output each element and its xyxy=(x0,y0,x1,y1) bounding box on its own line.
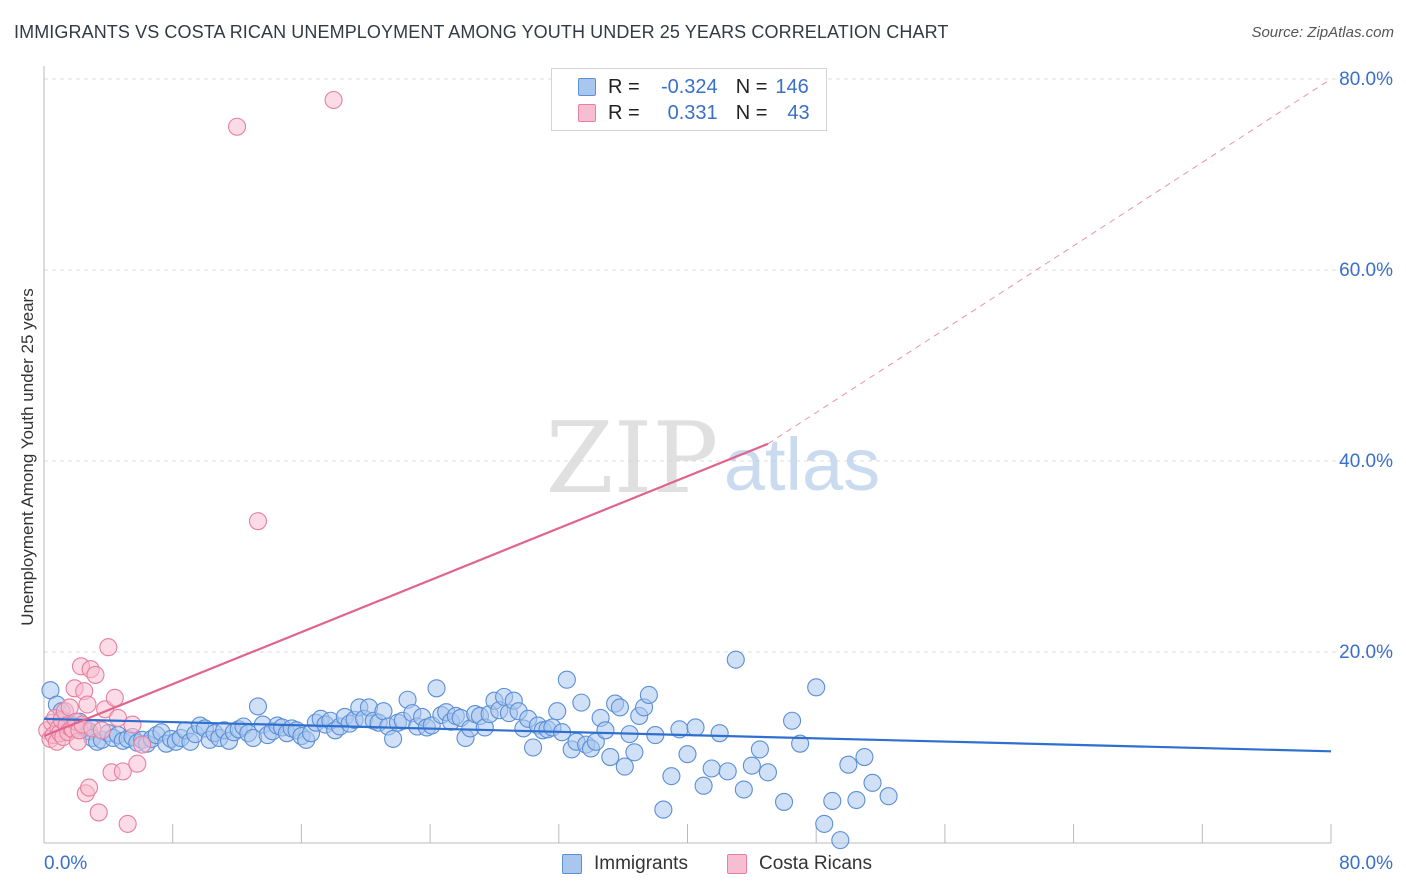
immigrants-point xyxy=(662,767,681,786)
costa-ricans-point xyxy=(128,754,147,773)
costa-ricans-point xyxy=(324,90,343,110)
immigrants-point xyxy=(750,740,769,759)
costa-ricans-point xyxy=(78,695,97,714)
immigrants-point xyxy=(863,773,882,792)
immigrants-point xyxy=(742,756,761,775)
immigrants-point xyxy=(823,791,842,811)
immigrants-point xyxy=(839,755,858,774)
legend-row-costa-ricans: R = 0.331 N = 43 xyxy=(578,100,810,126)
legend-r-value: 0.331 xyxy=(667,101,718,124)
immigrants-point xyxy=(694,776,713,795)
costa-ricans-point xyxy=(123,715,142,734)
watermark-atlas: atlas xyxy=(724,423,880,506)
costa-ricans-point xyxy=(92,721,111,740)
costa-ricans-point xyxy=(105,688,124,707)
immigrants-point xyxy=(807,678,826,697)
y-tick-label: 40.0% xyxy=(1339,451,1393,472)
chart-source: Source: ZipAtlas.com xyxy=(1251,24,1394,41)
immigrants-point xyxy=(831,831,850,850)
immigrants-point xyxy=(374,702,393,721)
immigrants-point xyxy=(718,762,737,781)
immigrants-point xyxy=(710,724,729,743)
immigrants-point xyxy=(427,679,446,698)
immigrants-point xyxy=(524,738,543,757)
immigrants-point xyxy=(596,721,615,740)
immigrants-point xyxy=(847,790,866,810)
immigrants-point xyxy=(678,745,697,764)
immigrants-point xyxy=(774,792,794,811)
legend-r-label: R = xyxy=(608,75,640,98)
tick-labels: 20.0% 40.0% 60.0% 80.0% 0.0% 80.0% xyxy=(44,69,1393,874)
immigrants-point xyxy=(615,757,634,776)
immigrants-point xyxy=(548,702,567,721)
legend-n-label: N = xyxy=(735,75,768,98)
immigrants-point xyxy=(686,718,705,737)
immigrants-point xyxy=(654,800,673,819)
immigrants-point xyxy=(610,698,629,717)
immigrants-point xyxy=(758,763,777,782)
immigrants-trend-line xyxy=(43,717,1332,753)
legend-swatch-immigrants xyxy=(578,78,596,96)
costa-ricans-point xyxy=(133,735,152,754)
bottom-legend-label-immigrants: Immigrants xyxy=(594,853,688,874)
costa-ricans-point xyxy=(99,638,118,657)
legend-row-immigrants: R = -0.324 N = 146 xyxy=(578,74,809,100)
bottom-legend-label-costa-ricans: Costa Ricans xyxy=(759,853,872,874)
x-tick-label: 0.0% xyxy=(44,853,87,874)
immigrants-point xyxy=(248,697,268,716)
legend-r-value: -0.324 xyxy=(660,75,718,98)
costa-ricans-point xyxy=(248,512,268,531)
immigrants-point xyxy=(734,780,753,799)
immigrants-point xyxy=(791,734,810,753)
watermark-zip: ZIP xyxy=(546,402,719,516)
bottom-legend-swatch-costa-ricans xyxy=(727,854,747,874)
grid-lines xyxy=(44,78,1392,653)
watermark: ZIP atlas xyxy=(546,402,881,516)
trend-lines xyxy=(43,78,1332,753)
y-axis-label: Unemployment Among Youth under 25 years xyxy=(18,288,37,626)
costa-ricans-point xyxy=(113,762,132,781)
costa-ricans-point xyxy=(118,814,137,833)
immigrants-point xyxy=(572,693,591,712)
immigrants-points xyxy=(41,650,898,850)
immigrants-point xyxy=(557,670,576,689)
immigrants-point xyxy=(384,729,403,748)
costa-ricans-point xyxy=(86,665,105,684)
costa-ricans-point xyxy=(79,778,99,797)
correlation-legend: R = -0.324 N = 146 R = 0.331 N = 43 xyxy=(551,68,827,131)
immigrants-point xyxy=(601,747,620,767)
bottom-legend-immigrants: Immigrants xyxy=(562,852,688,876)
immigrants-point xyxy=(726,650,745,669)
immigrants-point xyxy=(815,814,834,833)
immigrants-point xyxy=(855,747,874,767)
immigrants-point xyxy=(625,743,644,762)
x-tick-label: 80.0% xyxy=(1339,853,1393,874)
bottom-legend-swatch-immigrants xyxy=(562,854,582,874)
costa-ricans-point xyxy=(228,117,247,136)
legend-n-value: 43 xyxy=(787,101,810,124)
y-tick-label: 80.0% xyxy=(1339,69,1393,90)
legend-n-value: 146 xyxy=(775,75,809,98)
y-tick-label: 60.0% xyxy=(1339,260,1393,281)
legend-swatch-costa-ricans xyxy=(578,104,596,122)
axes xyxy=(43,66,1332,844)
immigrants-point xyxy=(702,759,721,778)
costa-ricans-trend-line xyxy=(43,442,769,738)
immigrants-point xyxy=(783,711,802,730)
chart-title: IMMIGRANTS VS COSTA RICAN UNEMPLOYMENT A… xyxy=(14,22,949,42)
legend-n-label: N = xyxy=(735,101,768,124)
immigrants-point xyxy=(879,787,898,806)
costa-ricans-point xyxy=(89,803,108,822)
immigrants-point xyxy=(639,685,658,705)
y-tick-label: 20.0% xyxy=(1339,642,1393,663)
legend-r-label: R = xyxy=(608,101,640,124)
costa-ricans-trend-extension xyxy=(767,78,1332,445)
bottom-legend-costa-ricans: Costa Ricans xyxy=(727,852,872,876)
